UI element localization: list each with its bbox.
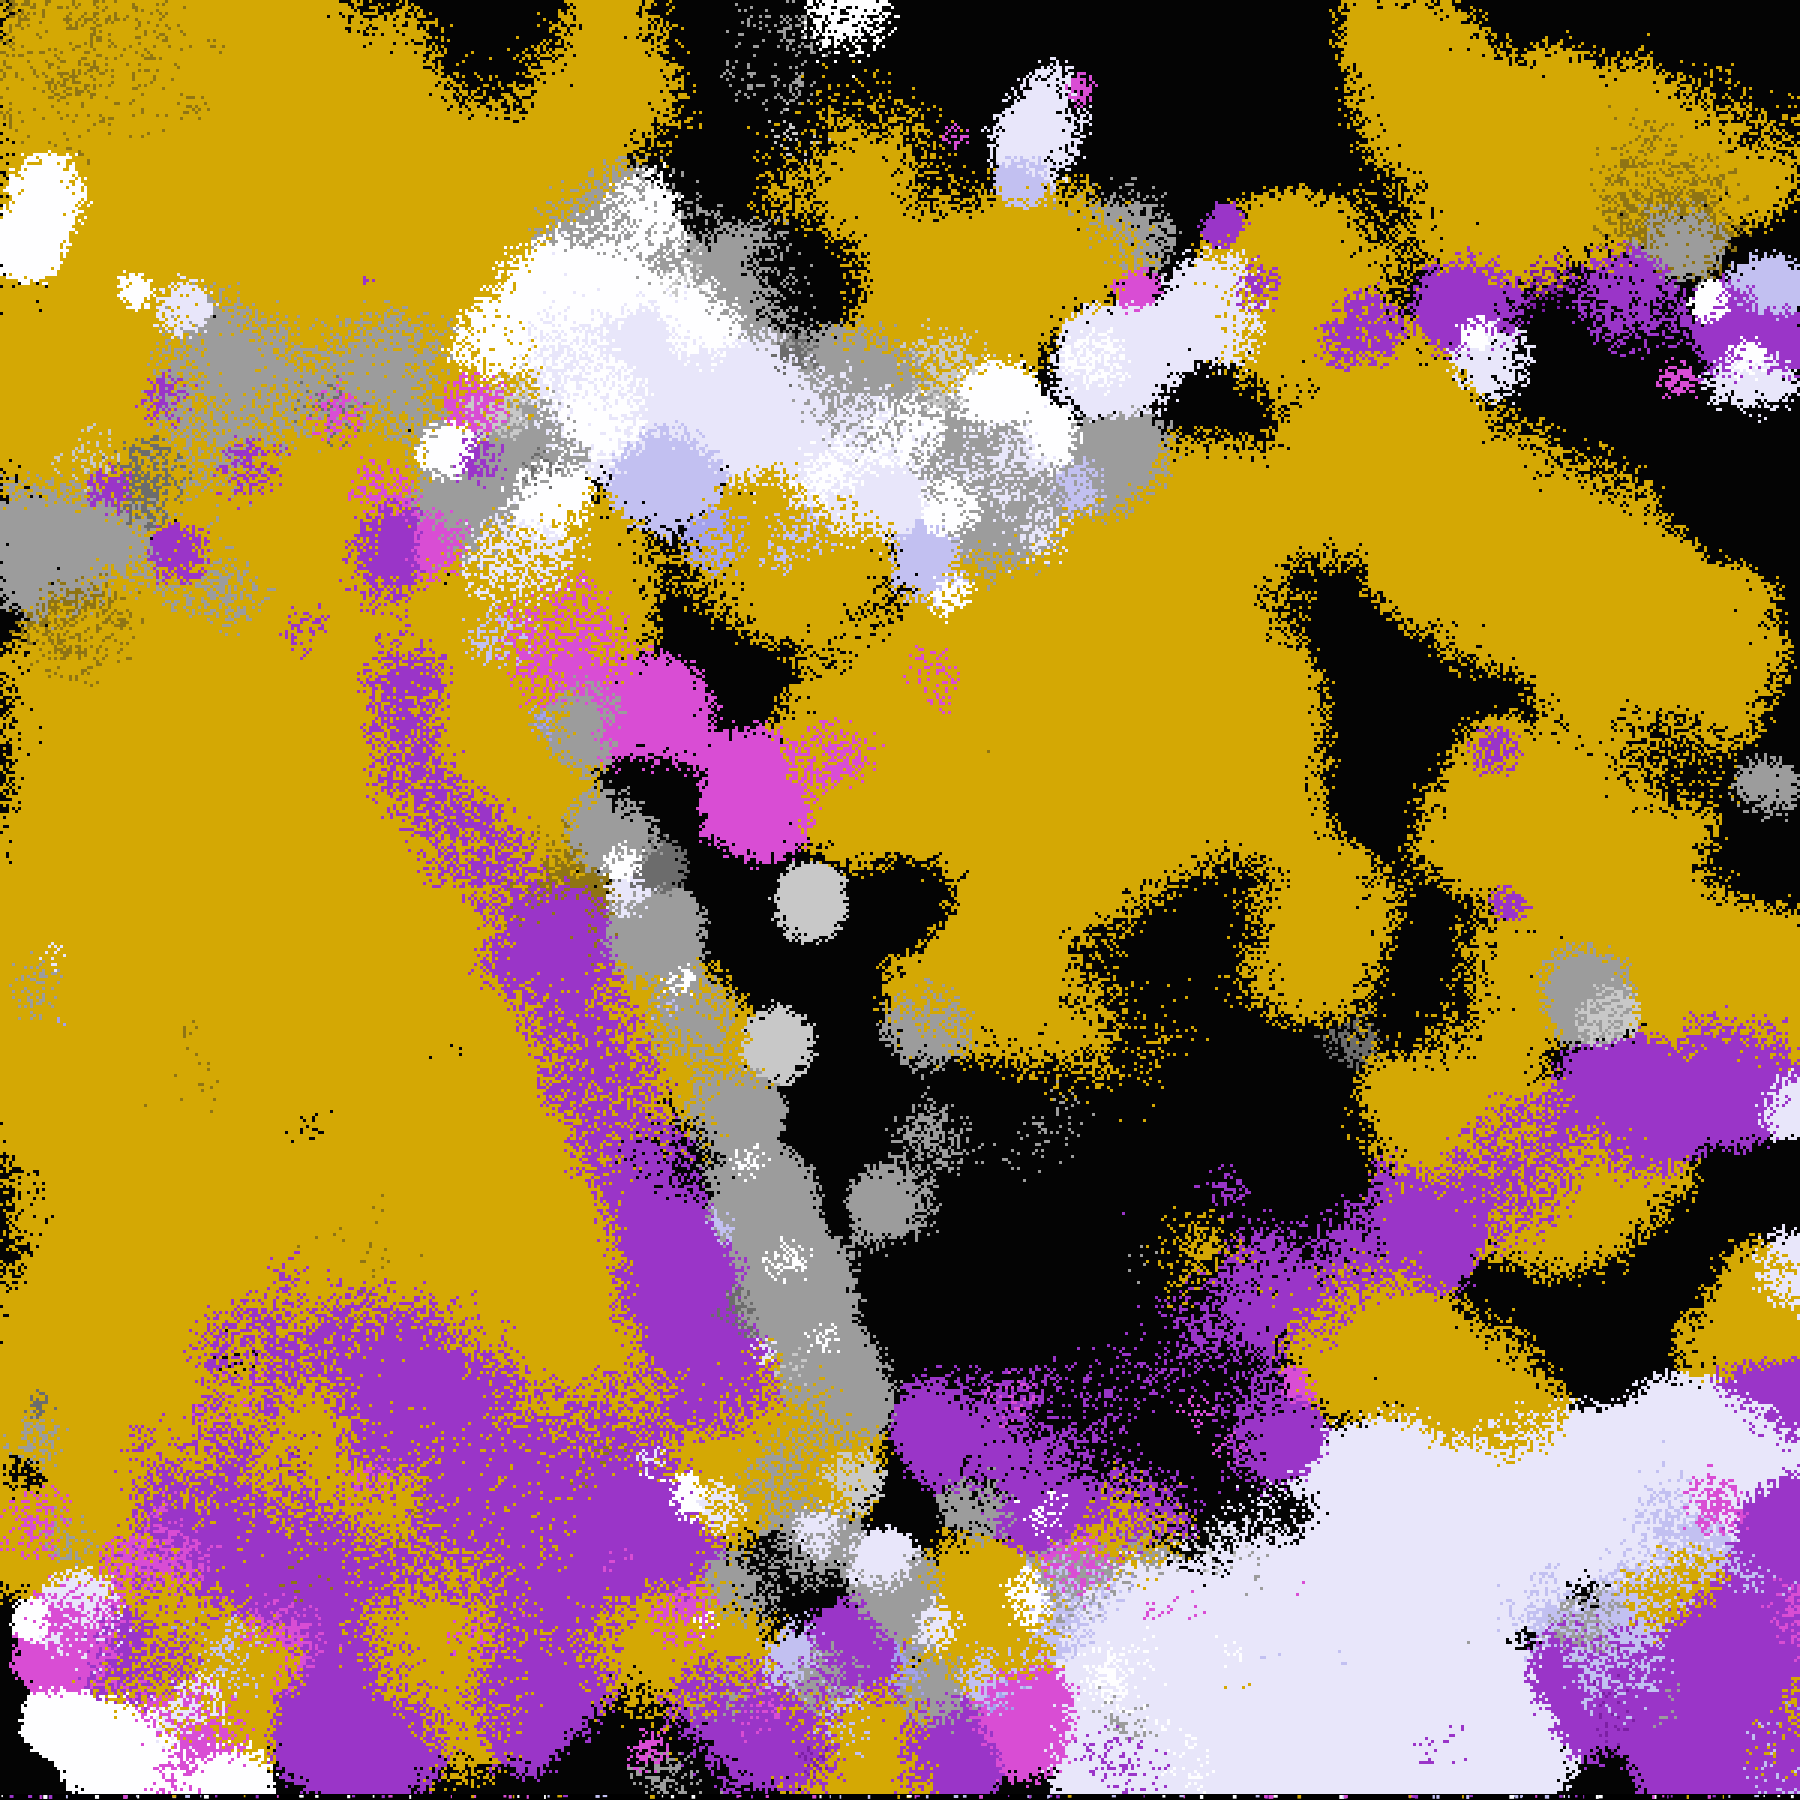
false-color-satellite-image <box>0 0 1800 1800</box>
satellite-image-viewport: False-color satellite cloud classificati… <box>0 0 1800 1800</box>
